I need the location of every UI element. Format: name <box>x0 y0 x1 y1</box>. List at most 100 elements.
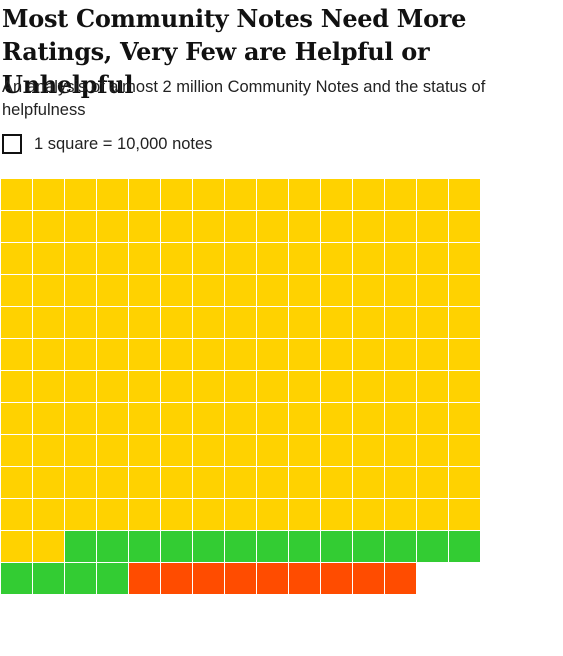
waffle-square-category-1 <box>97 275 128 306</box>
waffle-square-category-1 <box>1 499 32 530</box>
waffle-square-category-1 <box>33 403 64 434</box>
waffle-square-category-1 <box>385 275 416 306</box>
waffle-square-category-2 <box>97 563 128 594</box>
waffle-square-category-1 <box>1 211 32 242</box>
waffle-square-category-1 <box>1 275 32 306</box>
waffle-square-category-1 <box>33 275 64 306</box>
waffle-square-category-1 <box>129 339 160 370</box>
waffle-square-category-1 <box>449 499 480 530</box>
waffle-square-category-1 <box>289 371 320 402</box>
waffle-square-category-3 <box>353 563 384 594</box>
waffle-square-category-1 <box>1 307 32 338</box>
waffle-square-category-1 <box>129 243 160 274</box>
waffle-square-category-1 <box>449 435 480 466</box>
waffle-square-category-1 <box>417 403 448 434</box>
waffle-square-category-1 <box>257 275 288 306</box>
waffle-square-category-1 <box>193 371 224 402</box>
waffle-square-category-1 <box>65 275 96 306</box>
waffle-square-category-3 <box>129 563 160 594</box>
waffle-square-category-1 <box>321 403 352 434</box>
waffle-square-category-1 <box>321 179 352 210</box>
waffle-square-category-1 <box>129 467 160 498</box>
waffle-square-category-2 <box>449 531 480 562</box>
waffle-chart <box>1 179 480 594</box>
waffle-square-category-1 <box>129 211 160 242</box>
waffle-square-category-1 <box>129 435 160 466</box>
waffle-square-category-1 <box>353 211 384 242</box>
waffle-square-category-1 <box>1 371 32 402</box>
waffle-square-category-3 <box>321 563 352 594</box>
waffle-square-category-1 <box>65 403 96 434</box>
waffle-square-category-1 <box>193 307 224 338</box>
waffle-square-category-1 <box>33 211 64 242</box>
waffle-square-category-1 <box>449 243 480 274</box>
waffle-square-category-1 <box>257 243 288 274</box>
waffle-square-category-2 <box>321 531 352 562</box>
waffle-square-category-1 <box>193 179 224 210</box>
waffle-square-category-1 <box>385 211 416 242</box>
waffle-square-category-1 <box>417 499 448 530</box>
waffle-square-category-1 <box>129 403 160 434</box>
waffle-square-category-3 <box>385 563 416 594</box>
waffle-square-category-1 <box>33 339 64 370</box>
waffle-square-category-1 <box>161 435 192 466</box>
waffle-square-category-1 <box>129 275 160 306</box>
waffle-square-category-1 <box>97 499 128 530</box>
waffle-square-category-1 <box>129 307 160 338</box>
chart-subtitle: An analysis of almost 2 million Communit… <box>2 78 486 119</box>
waffle-square-category-1 <box>225 435 256 466</box>
waffle-square-category-1 <box>225 403 256 434</box>
waffle-square-category-1 <box>385 339 416 370</box>
waffle-square-category-1 <box>289 339 320 370</box>
waffle-square-category-1 <box>33 531 64 562</box>
waffle-square-category-2 <box>257 531 288 562</box>
waffle-square-category-1 <box>321 243 352 274</box>
waffle-square-category-1 <box>65 211 96 242</box>
waffle-square-category-1 <box>417 275 448 306</box>
waffle-square-category-2 <box>417 531 448 562</box>
waffle-square-category-1 <box>161 499 192 530</box>
waffle-square-category-1 <box>225 499 256 530</box>
waffle-square-category-1 <box>1 243 32 274</box>
waffle-square-category-2 <box>193 531 224 562</box>
waffle-square-category-1 <box>97 179 128 210</box>
waffle-square-category-1 <box>353 467 384 498</box>
waffle-square-category-1 <box>289 211 320 242</box>
legend-square-swatch <box>2 134 22 154</box>
waffle-square-category-3 <box>225 563 256 594</box>
waffle-square-category-1 <box>225 275 256 306</box>
waffle-square-category-2 <box>129 531 160 562</box>
waffle-square-category-1 <box>161 467 192 498</box>
waffle-square-category-1 <box>385 371 416 402</box>
waffle-square-category-1 <box>289 403 320 434</box>
waffle-square-category-1 <box>417 307 448 338</box>
waffle-square-category-1 <box>449 371 480 402</box>
waffle-square-category-1 <box>449 403 480 434</box>
waffle-square-category-1 <box>257 179 288 210</box>
waffle-square-category-1 <box>225 179 256 210</box>
waffle-square-category-2 <box>225 531 256 562</box>
waffle-square-category-1 <box>161 371 192 402</box>
waffle-square-category-1 <box>161 243 192 274</box>
waffle-square-category-1 <box>33 499 64 530</box>
waffle-square-category-1 <box>385 179 416 210</box>
legend-label: 1 square = 10,000 notes <box>34 134 213 153</box>
waffle-square-category-1 <box>289 179 320 210</box>
waffle-square-category-1 <box>385 243 416 274</box>
waffle-square-category-1 <box>225 307 256 338</box>
waffle-square-category-1 <box>1 339 32 370</box>
waffle-square-category-1 <box>353 403 384 434</box>
waffle-square-category-2 <box>289 531 320 562</box>
waffle-square-category-1 <box>353 499 384 530</box>
waffle-square-category-1 <box>289 275 320 306</box>
waffle-square-category-1 <box>353 243 384 274</box>
waffle-square-category-1 <box>257 307 288 338</box>
waffle-square-category-1 <box>65 339 96 370</box>
waffle-square-category-1 <box>97 243 128 274</box>
waffle-square-category-1 <box>417 179 448 210</box>
waffle-square-category-1 <box>385 435 416 466</box>
waffle-square-category-1 <box>321 435 352 466</box>
waffle-square-category-1 <box>65 467 96 498</box>
waffle-square-category-1 <box>33 243 64 274</box>
waffle-square-category-1 <box>225 243 256 274</box>
